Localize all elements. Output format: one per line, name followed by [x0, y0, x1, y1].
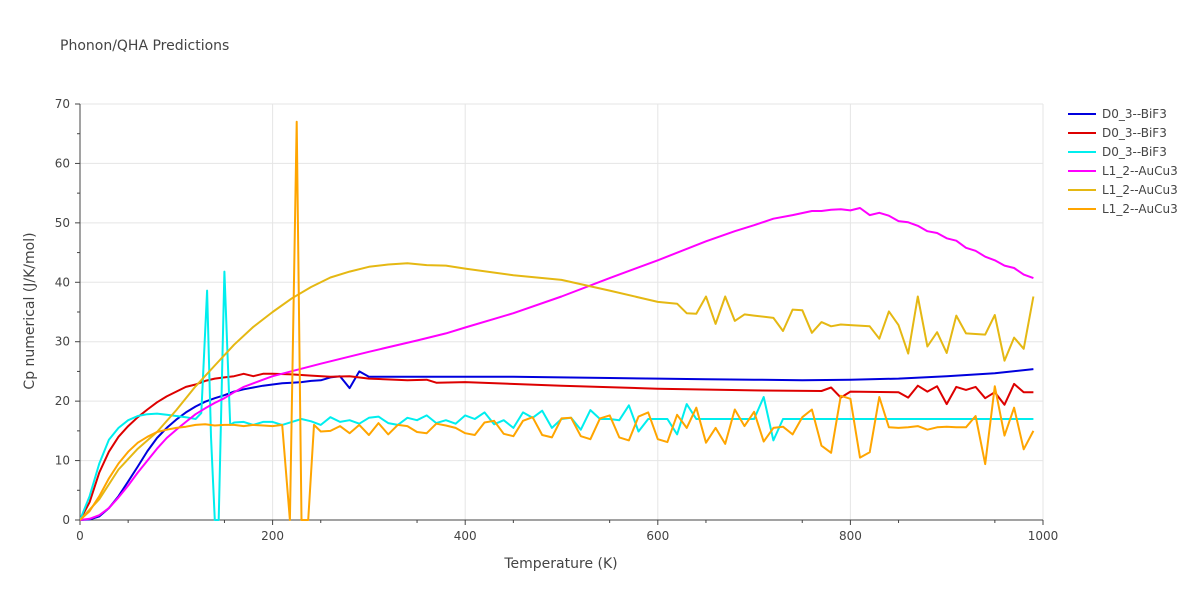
x-tick-label: 0: [76, 529, 84, 543]
legend-label: D0_3--BiF3: [1102, 107, 1167, 121]
x-tick-label: 400: [454, 529, 477, 543]
y-tick-label: 40: [55, 275, 70, 289]
legend-item-4[interactable]: L1_2--AuCu3: [1068, 164, 1178, 178]
series-line-4: [80, 207, 1034, 521]
x-tick-label: 800: [839, 529, 862, 543]
series-line-5: [80, 262, 1035, 521]
legend-item-2[interactable]: D0_3--BiF3: [1068, 126, 1167, 140]
y-tick-label: 20: [55, 394, 70, 408]
chart-title: Phonon/QHA Predictions: [60, 38, 229, 54]
legend-label: L1_2--AuCu3: [1102, 164, 1178, 178]
series-lines: [80, 120, 1035, 521]
y-tick-label: 70: [55, 97, 70, 111]
y-tick-label: 10: [55, 454, 70, 468]
legend-item-3[interactable]: D0_3--BiF3: [1068, 145, 1167, 159]
legend-item-5[interactable]: L1_2--AuCu3: [1068, 183, 1178, 197]
series-line-2: [80, 372, 1034, 521]
legend-label: L1_2--AuCu3: [1102, 202, 1178, 216]
legend-label: L1_2--AuCu3: [1102, 183, 1178, 197]
x-axis-label: Temperature (K): [503, 556, 617, 572]
x-tick-label: 200: [261, 529, 284, 543]
legend-label: D0_3--BiF3: [1102, 145, 1167, 159]
y-tick-label: 0: [62, 513, 70, 527]
legend[interactable]: D0_3--BiF3 D0_3--BiF3 D0_3--BiF3 L1_2--AuCu…: [1068, 107, 1178, 216]
x-tick-label: 1000: [1028, 529, 1059, 543]
x-tick-label: 600: [646, 529, 669, 543]
series-line-6: [80, 120, 1035, 521]
y-tick-label: 60: [55, 156, 70, 170]
legend-item-1[interactable]: D0_3--BiF3: [1068, 107, 1167, 121]
series-line-3: [80, 270, 1034, 521]
y-tick-label: 30: [55, 335, 70, 349]
legend-item-6[interactable]: L1_2--AuCu3: [1068, 202, 1178, 216]
y-axis-label: Cp numerical (J/K/mol): [22, 232, 38, 389]
grid-lines: [80, 103, 1044, 520]
legend-label: D0_3--BiF3: [1102, 126, 1167, 140]
y-tick-label: 50: [55, 216, 70, 230]
axes: 0 200 400 600 800 1000 0 10 20 30 40 50 60 70: [55, 97, 1059, 543]
